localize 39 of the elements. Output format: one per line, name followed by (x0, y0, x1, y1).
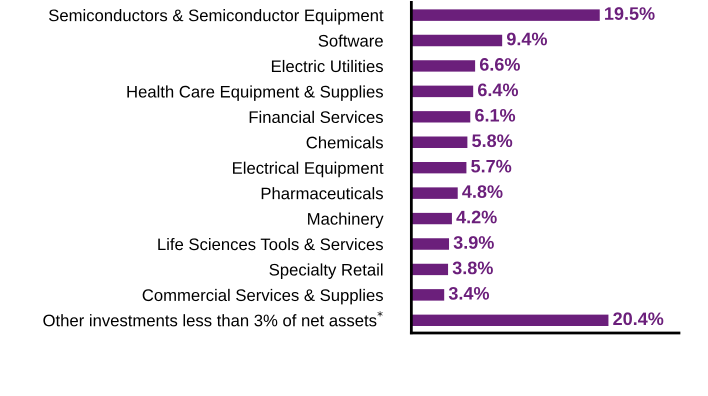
bar (411, 136, 468, 148)
y-tick-label: Financial Services (250, 110, 383, 124)
data-label: 6.6% (480, 58, 520, 71)
y-tick-label: Life Sciences Tools & Services (158, 238, 383, 250)
bar (411, 314, 608, 326)
bar (411, 162, 466, 174)
data-label: 6.4% (478, 83, 518, 96)
bar (411, 264, 448, 276)
bar (411, 86, 474, 98)
y-tick-label: Machinery (308, 212, 384, 228)
y-tick-label: Health Care Equipment & Supplies (127, 85, 383, 101)
data-label: 4.2% (456, 210, 497, 224)
data-label: 3.8% (452, 262, 493, 274)
bar (411, 60, 476, 72)
bar (411, 34, 502, 46)
y-tick-label: Commercial Services & Supplies (142, 288, 383, 304)
data-label: 19.5% (605, 7, 655, 20)
bar (411, 289, 444, 301)
y-tick-label: Electrical Equipment (233, 162, 384, 178)
data-label: 5.7% (471, 160, 512, 173)
y-tick-label: Chemicals (306, 136, 383, 148)
y-tick-label: Other investments less than 3% of net assets$^{*}$ (43, 311, 383, 326)
y-tick-label: Specialty Retail (269, 263, 382, 279)
y-tick-label: Semiconductors & Semiconductor Equipment (48, 9, 384, 25)
data-label: 4.8% (462, 185, 503, 198)
bar (411, 9, 600, 21)
data-label: 9.4% (506, 32, 548, 46)
data-label: 20.4% (613, 312, 664, 326)
data-label: 6.1% (475, 108, 516, 122)
data-label: 3.4% (448, 286, 490, 300)
y-tick-label: Electric Utilities (272, 60, 383, 72)
data-label: 3.9% (454, 236, 494, 249)
y-tick-label: Pharmaceuticals (262, 187, 383, 200)
bar (411, 238, 450, 250)
data-label: 5.8% (472, 134, 512, 148)
bar (411, 212, 452, 224)
y-tick-label: Software (318, 34, 383, 47)
bar (411, 187, 458, 199)
bar (411, 111, 470, 123)
